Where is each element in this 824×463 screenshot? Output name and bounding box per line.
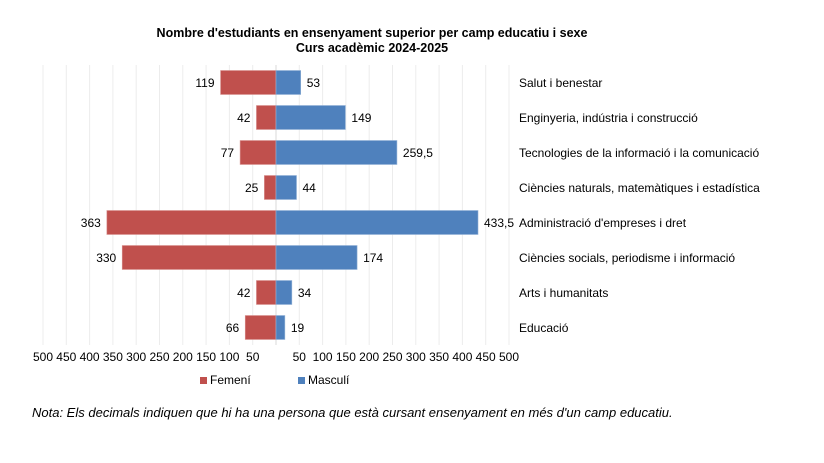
data-label-femeni: 119 <box>195 76 214 90</box>
category-label: Enginyeria, indústria i construcció <box>519 111 698 125</box>
bar-masculi <box>275 175 297 200</box>
data-label-masculi: 53 <box>307 76 321 90</box>
chart-title: Nombre d'estudiants en ensenyament super… <box>156 26 588 40</box>
legend-item-masculi: Masculí <box>298 373 349 387</box>
data-label-femeni: 25 <box>245 181 259 195</box>
bar-masculi <box>275 280 293 305</box>
bar-femeni <box>264 175 277 200</box>
category-label: Ciències naturals, matemàtiques i estadí… <box>519 181 760 195</box>
bar-femeni <box>220 70 277 95</box>
x-tick-label: 100 <box>313 350 333 364</box>
x-tick-label: 250 <box>382 350 402 364</box>
legend-label-femeni: Femení <box>210 373 251 387</box>
bar-masculi <box>275 70 301 95</box>
category-label: Administració d'empreses i dret <box>519 216 687 230</box>
category-label: Tecnologies de la informació i la comuni… <box>519 146 759 160</box>
data-label-femeni: 363 <box>81 216 101 230</box>
data-label-femeni: 42 <box>237 286 251 300</box>
x-tick-label: 400 <box>80 350 100 364</box>
x-tick-label: 400 <box>452 350 472 364</box>
x-tick-label: 150 <box>336 350 356 364</box>
bar-masculi <box>275 105 346 130</box>
x-tick-label: 500 <box>499 350 519 364</box>
bar-femeni <box>239 140 277 165</box>
data-label-masculi: 44 <box>303 181 317 195</box>
legend-swatch-masculi <box>298 376 305 384</box>
category-label: Salut i benestar <box>519 76 602 90</box>
chart-subtitle: Curs acadèmic 2024-2025 <box>295 41 449 55</box>
x-tick-label: 50 <box>293 350 307 364</box>
bar-masculi <box>275 140 398 165</box>
bar-femeni <box>121 245 277 270</box>
x-tick-label: 300 <box>406 350 426 364</box>
x-tick-label: 300 <box>126 350 146 364</box>
data-label-masculi: 34 <box>298 286 312 300</box>
data-label-femeni: 77 <box>221 146 235 160</box>
category-label: Ciències socials, periodisme i informaci… <box>519 251 735 265</box>
bar-masculi <box>275 245 358 270</box>
data-label-masculi: 19 <box>291 321 305 335</box>
x-tick-label: 200 <box>359 350 379 364</box>
x-tick-label: 350 <box>103 350 123 364</box>
x-tick-label: 450 <box>476 350 496 364</box>
x-tick-label: 250 <box>149 350 169 364</box>
x-tick-label: 350 <box>429 350 449 364</box>
legend-item-femeni: Femení <box>200 373 251 387</box>
bar-masculi <box>275 315 286 340</box>
bar-femeni <box>244 315 277 340</box>
legend-swatch-femeni <box>200 376 207 384</box>
x-tick-label: 50 <box>246 350 260 364</box>
bar-masculi <box>275 210 479 235</box>
x-tick-label: 500 <box>33 350 53 364</box>
data-label-masculi: 174 <box>363 251 383 265</box>
bar-femeni <box>256 280 277 305</box>
x-tick-label: 450 <box>56 350 76 364</box>
data-label-masculi: 433,5 <box>484 216 514 230</box>
data-label-masculi: 259,5 <box>403 146 433 160</box>
bar-femeni <box>256 105 277 130</box>
x-tick-label: 200 <box>173 350 193 364</box>
data-label-femeni: 66 <box>226 321 240 335</box>
category-label: Educació <box>519 321 569 335</box>
legend-label-masculi: Masculí <box>308 373 350 387</box>
x-tick-label: 150 <box>196 350 216 364</box>
data-label-femeni: 42 <box>237 111 251 125</box>
x-tick-label: 100 <box>219 350 239 364</box>
data-label-masculi: 149 <box>351 111 371 125</box>
category-label: Arts i humanitats <box>519 286 608 300</box>
data-label-femeni: 330 <box>96 251 116 265</box>
footnote: Nota: Els decimals indiquen que hi ha un… <box>32 405 673 420</box>
bar-femeni <box>106 210 277 235</box>
